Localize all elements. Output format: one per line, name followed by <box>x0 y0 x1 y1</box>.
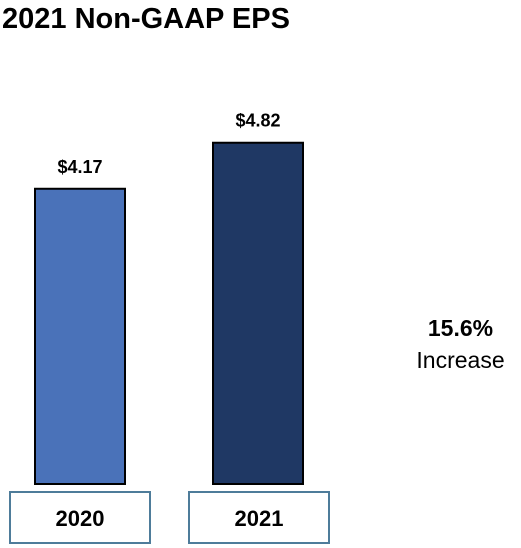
bar-value-label-2021: $4.82 <box>235 111 280 131</box>
category-label-2020: 2020 <box>56 506 105 531</box>
category-label-2021: 2021 <box>235 506 284 531</box>
growth-callout: 15.6% Increase <box>400 312 521 376</box>
category-box-2020 <box>9 491 151 544</box>
bar-2020 <box>34 187 126 485</box>
category-box-2021 <box>188 491 330 544</box>
growth-percentage: 15.6% <box>427 315 494 341</box>
bar-group: $4.17 2020 $4.82 2021 <box>9 111 330 544</box>
growth-label: Increase <box>416 347 505 373</box>
bar-value-label-2020: $4.17 <box>57 157 102 177</box>
bar-2021 <box>212 141 304 486</box>
chart-title: 2021 Non-GAAP EPS <box>2 3 290 35</box>
